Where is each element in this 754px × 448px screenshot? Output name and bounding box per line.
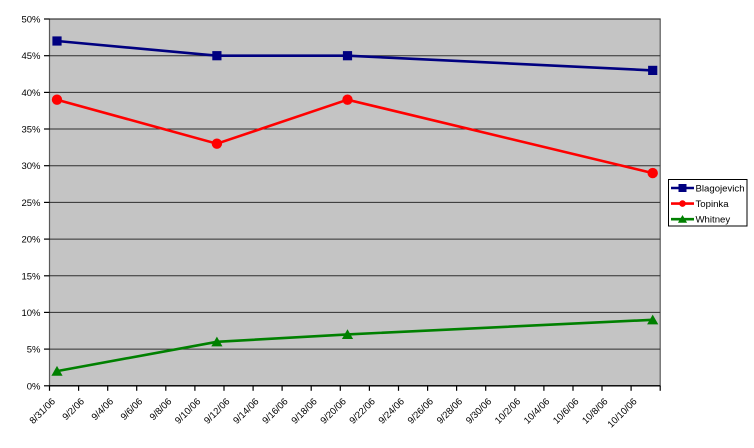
svg-text:20%: 20% <box>21 235 41 246</box>
svg-text:50%: 50% <box>21 15 41 26</box>
svg-text:10%: 10% <box>21 308 41 319</box>
svg-text:5%: 5% <box>27 345 41 356</box>
svg-text:Blagojevich: Blagojevich <box>696 184 745 195</box>
svg-text:40%: 40% <box>21 88 41 99</box>
svg-text:15%: 15% <box>21 271 41 282</box>
svg-text:0%: 0% <box>27 381 41 392</box>
svg-text:25%: 25% <box>21 198 41 209</box>
svg-text:30%: 30% <box>21 161 41 172</box>
svg-text:Topinka: Topinka <box>696 199 730 210</box>
svg-text:Whitney: Whitney <box>696 215 731 226</box>
svg-text:35%: 35% <box>21 125 41 136</box>
svg-text:45%: 45% <box>21 51 41 62</box>
